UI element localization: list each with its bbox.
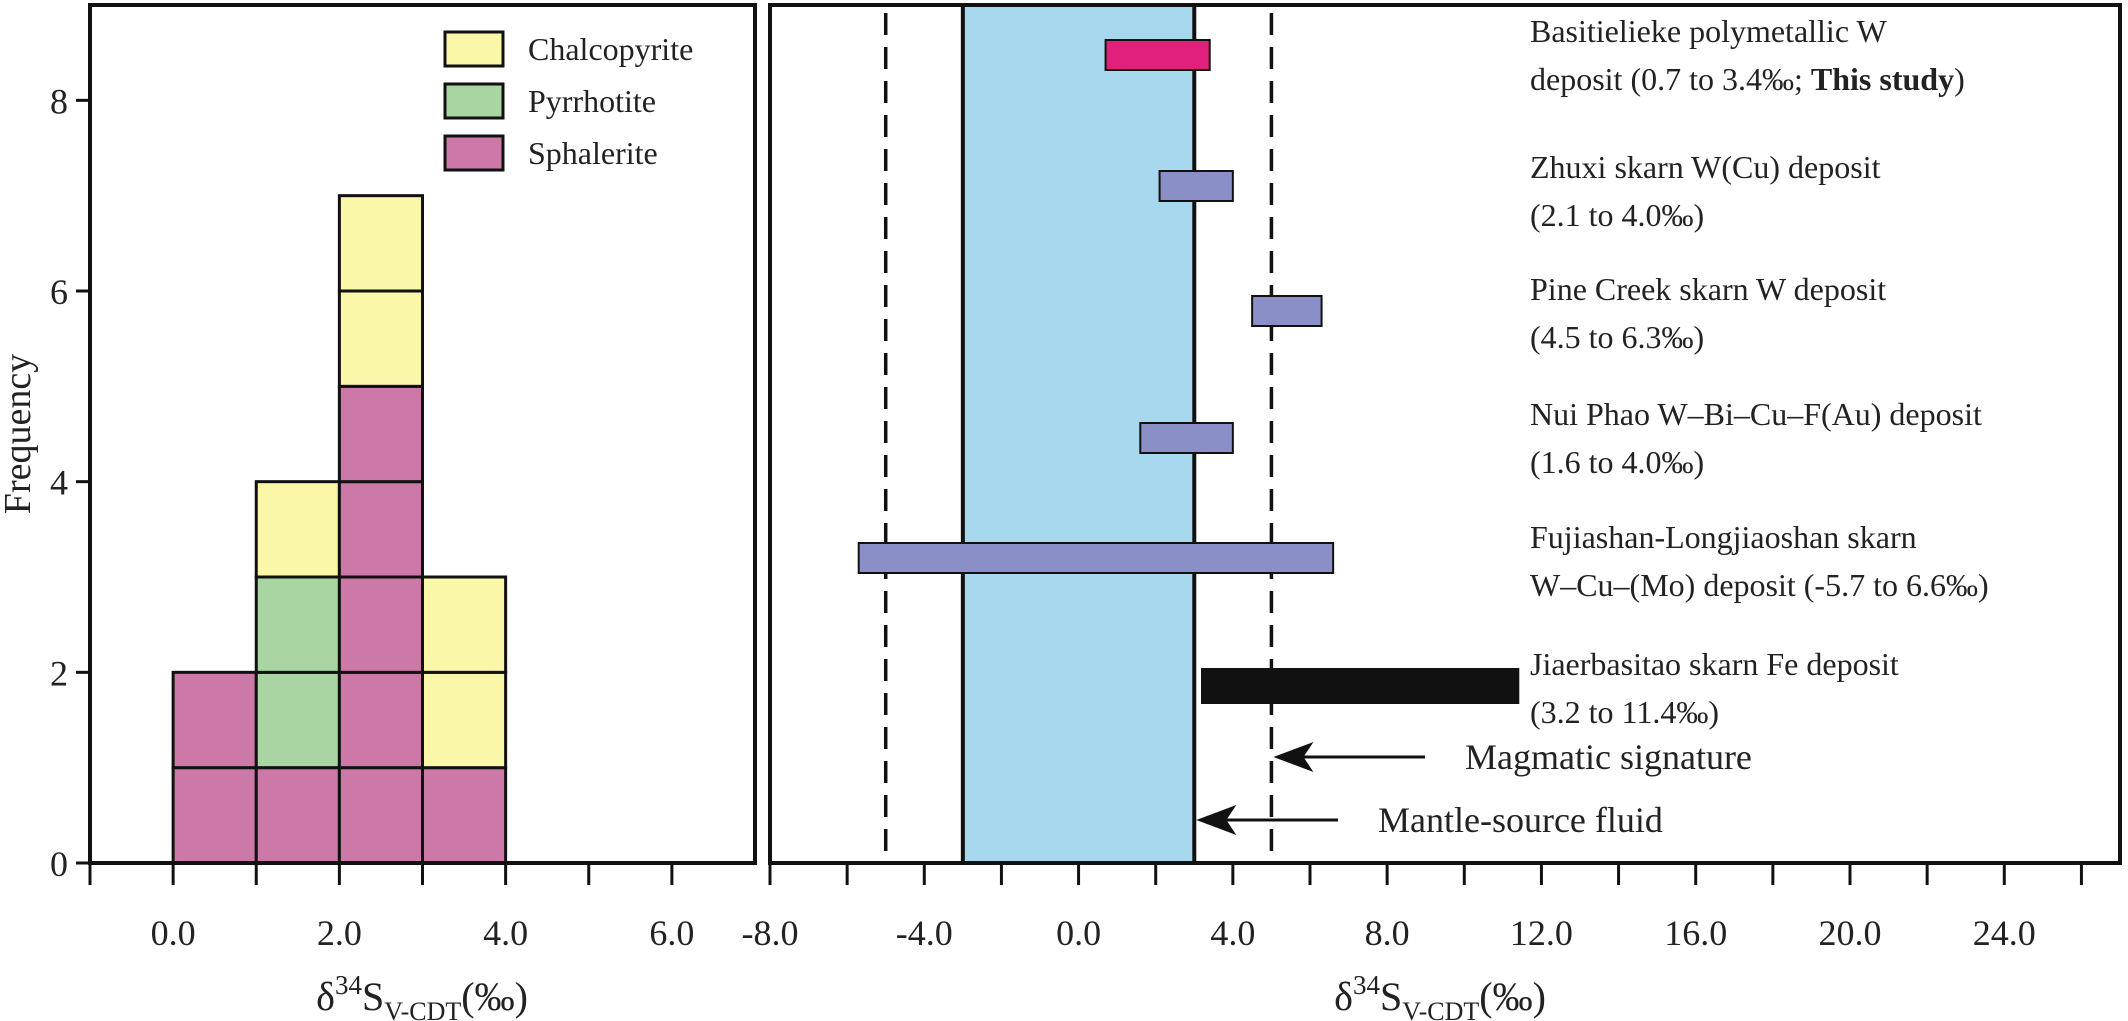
histogram-cell-sphalerite [337, 670, 424, 770]
deposit-range-label: deposit (0.7 to 3.4‰; This study) [1530, 61, 1965, 97]
deposit-labels: Basitielieke polymetallic W deposit (0.7 … [1530, 13, 1989, 730]
histogram-panel: 0.0 2.0 4.0 6.0 0 2 4 6 8 Frequency δ34SV-CDT(‰… [0, 3, 757, 1021]
histogram-x-axis: 0.0 2.0 4.0 6.0 [88, 863, 694, 953]
x-tick-label: 8.0 [1365, 913, 1410, 953]
x-tick-label: -8.0 [742, 913, 799, 953]
histogram-cell-chalcopyrite [421, 575, 508, 674]
histogram-y-label: Frequency [0, 354, 39, 514]
legend-swatch-sphalerite [443, 134, 505, 172]
x-tick-label: 0.0 [1056, 913, 1101, 953]
histogram-cell-sphalerite [421, 766, 508, 865]
annotation-label: Mantle-source fluid [1378, 800, 1663, 840]
histogram-bars [171, 194, 508, 865]
histogram-cell-sphalerite [254, 766, 341, 865]
x-tick-label: 20.0 [1819, 913, 1882, 953]
deposit-range-label: (1.6 to 4.0‰) [1530, 444, 1704, 480]
y-tick-label: 6 [50, 272, 68, 312]
histogram-cell-sphalerite [337, 480, 424, 579]
legend-swatch-pyrrhotite [443, 82, 505, 120]
annotation-arrowhead [1273, 742, 1314, 772]
x-tick-label: 12.0 [1510, 913, 1573, 953]
range-x-axis: -8.0 -4.0 0.0 4.0 8.0 12.0 16.0 20.0 24.0 [742, 863, 2083, 953]
y-tick-label: 0 [50, 844, 68, 884]
x-tick-label: 0.0 [151, 913, 196, 953]
histogram-cell-chalcopyrite [337, 194, 424, 293]
deposit-range-bar [1201, 668, 1520, 704]
histogram-cell-sphalerite [337, 575, 424, 674]
x-tick-label: 16.0 [1664, 913, 1727, 953]
isotope-range-panel: -8.0 -4.0 0.0 4.0 8.0 12.0 16.0 20.0 24.0 δ34SV-… [742, 3, 2122, 1021]
histogram-cell-chalcopyrite [337, 289, 424, 388]
histogram-cell-sphalerite [171, 766, 258, 865]
histogram-cell-chalcopyrite [421, 670, 508, 770]
histogram-cell-chalcopyrite [254, 480, 341, 579]
legend-label-chalcopyrite: Chalcopyrite [528, 31, 693, 67]
histogram-cell-sphalerite [337, 766, 424, 865]
deposit-range-label: W–Cu–(Mo) deposit (-5.7 to 6.6‰) [1530, 567, 1989, 603]
legend-label-sphalerite: Sphalerite [528, 135, 658, 171]
histogram-cell-pyrrhotite [254, 670, 341, 770]
range-plot-area [857, 3, 1520, 865]
deposit-range-bar [1139, 422, 1234, 454]
y-tick-label: 8 [50, 81, 68, 121]
deposit-range-label: (2.1 to 4.0‰) [1530, 197, 1704, 233]
x-tick-label: 4.0 [483, 913, 528, 953]
deposit-range-label: (3.2 to 11.4‰) [1530, 694, 1719, 730]
annotations: Magmatic signature Mantle-source fluid [1196, 737, 1752, 840]
x-tick-label: -4.0 [896, 913, 953, 953]
range-plot-frame [768, 3, 2122, 865]
deposit-name-label: Fujiashan-Longjiaoshan skarn [1530, 519, 1917, 555]
deposit-range-label: (4.5 to 6.3‰) [1530, 319, 1704, 355]
deposit-range-bar [857, 542, 1335, 574]
deposit-name-label: Jiaerbasitao skarn Fe deposit [1530, 646, 1899, 682]
x-tick-label: 4.0 [1210, 913, 1255, 953]
range-x-label: δ34SV-CDT(‰) [1334, 970, 1546, 1021]
legend-label-pyrrhotite: Pyrrhotite [528, 83, 656, 119]
x-tick-label: 2.0 [317, 913, 362, 953]
y-tick-label: 4 [50, 463, 68, 503]
deposit-range-bar [1251, 295, 1323, 327]
deposit-range-bar [1158, 170, 1234, 202]
deposit-name-label: Pine Creek skarn W deposit [1530, 271, 1886, 307]
histogram-x-label: δ34SV-CDT(‰) [316, 970, 528, 1021]
annotation-label: Magmatic signature [1465, 737, 1752, 777]
histogram-y-axis: 0 2 4 6 8 [50, 81, 90, 884]
legend-swatch-chalcopyrite [443, 30, 505, 68]
x-tick-label: 6.0 [649, 913, 694, 953]
annotation-arrowhead [1196, 805, 1237, 835]
deposit-name-label: Zhuxi skarn W(Cu) deposit [1530, 149, 1881, 185]
deposit-name-label: Nui Phao W–Bi–Cu–F(Au) deposit [1530, 396, 1982, 432]
x-tick-label: 24.0 [1973, 913, 2036, 953]
y-tick-label: 2 [50, 653, 68, 693]
histogram-cell-sphalerite [337, 384, 424, 484]
histogram-legend: Chalcopyrite Pyrrhotite Sphalerite [443, 30, 693, 172]
deposit-name-label: Basitielieke polymetallic W [1530, 13, 1887, 49]
histogram-cell-sphalerite [171, 670, 258, 770]
deposit-range-bar [1104, 39, 1211, 71]
histogram-cell-pyrrhotite [254, 575, 341, 674]
